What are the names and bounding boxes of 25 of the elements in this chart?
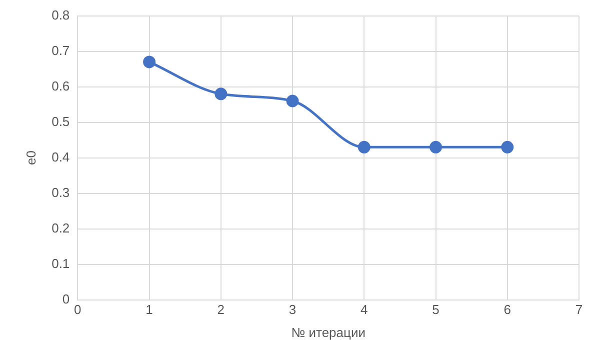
x-tick-label: 4 — [360, 302, 368, 318]
x-tick-label: 0 — [74, 302, 82, 318]
point — [214, 88, 228, 100]
y-tick-label: 0.5 — [52, 114, 70, 129]
y-tick-label: 0.2 — [52, 220, 70, 236]
y-axis-title: e0 — [23, 150, 38, 166]
x-tick-label: 3 — [288, 302, 296, 318]
point — [358, 140, 370, 154]
x-tick-label: 6 — [504, 302, 511, 318]
y-tick-label: 0.7 — [52, 42, 70, 58]
x-tick-label: 5 — [432, 302, 440, 318]
y-tick-label: 0.4 — [52, 149, 70, 164]
y-tick-label: 0 — [62, 291, 70, 306]
y-tick-label: 0.1 — [52, 256, 70, 271]
point — [430, 140, 442, 154]
point — [286, 94, 299, 108]
x-tick-label: 2 — [217, 302, 225, 318]
point — [501, 140, 514, 154]
point — [143, 56, 156, 68]
y-tick-label: 0.6 — [52, 78, 70, 94]
y-tick-label: 0.3 — [52, 184, 70, 200]
x-tick-label: 1 — [146, 302, 153, 318]
x-axis-title: № итерации — [291, 324, 366, 340]
y-tick-label: 0.8 — [52, 7, 70, 22]
x-tick-label: 7 — [575, 302, 583, 318]
